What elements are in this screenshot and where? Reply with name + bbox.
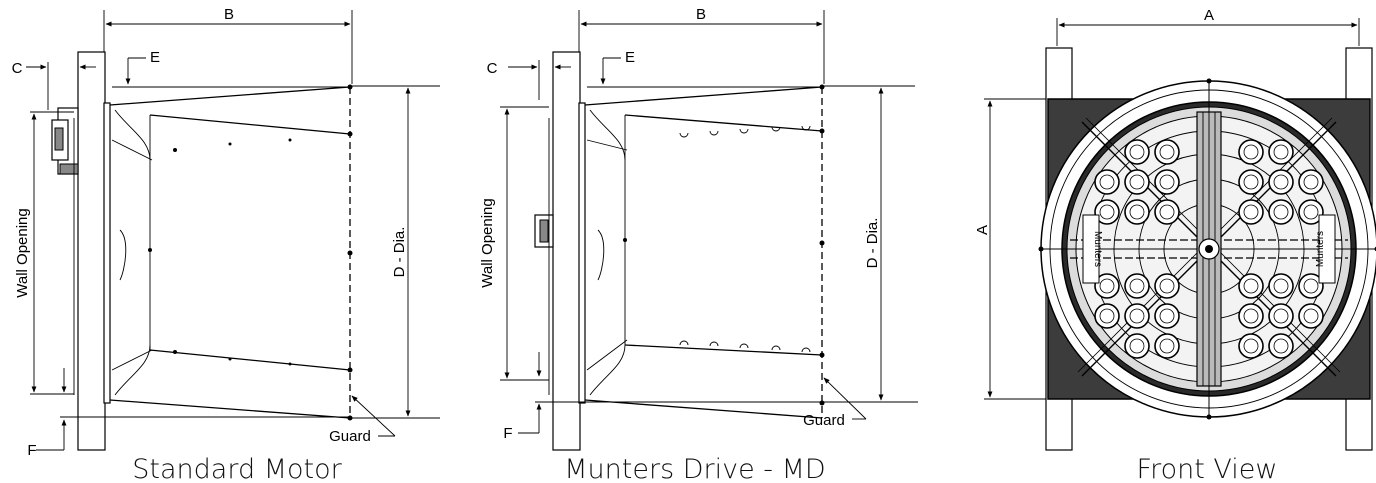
munters-logo-left: Munters (1082, 214, 1103, 284)
guard-ring-circle (1268, 139, 1294, 165)
guard-ring-inner (1129, 204, 1145, 220)
munters-logo-right: Munters (1315, 214, 1336, 284)
guard-ring-circle (1154, 303, 1180, 329)
guard-ring-inner (1273, 308, 1289, 324)
guard-ring-inner (1159, 204, 1175, 220)
guard-ring-circle (1124, 199, 1150, 225)
wall-opening-label: Wall Opening (479, 198, 496, 288)
guard-ring-inner (1273, 144, 1289, 160)
view-caption: Standard Motor (132, 454, 342, 483)
guard-ring-inner (1099, 204, 1115, 220)
guard-ring-inner (1129, 308, 1145, 324)
guard-ring-inner (1273, 204, 1289, 220)
logo-text-left: Munters (1092, 231, 1103, 267)
guard-ring-circle (1094, 303, 1120, 329)
guard-ring-circle (1154, 139, 1180, 165)
guard-ring-inner (1303, 278, 1319, 294)
guard-ring-circle (1238, 303, 1264, 329)
mounting-flange (103, 102, 111, 404)
wall-opening-label: Wall Opening (14, 208, 31, 298)
dim-f-label: F (503, 425, 512, 442)
guard-ring-circle (1154, 333, 1180, 359)
guard-ring-inner (1243, 204, 1259, 220)
guard-ring-circle (1124, 139, 1150, 165)
guard-ring-circle (1154, 169, 1180, 195)
d-dia-label: D - Dia. (391, 227, 408, 278)
dim-a-left-label: A (974, 225, 991, 235)
guard-ring-circle (1268, 273, 1294, 299)
guard-ring-circle (1154, 199, 1180, 225)
guard-label: Guard (329, 428, 371, 445)
guard-ring-inner (1243, 338, 1259, 354)
guard-ring-circle (1238, 199, 1264, 225)
guard-ring-circle (1268, 333, 1294, 359)
dim-b-label: B (696, 6, 706, 23)
guard-ring-inner (1129, 144, 1145, 160)
guard-ring-circle (1298, 273, 1324, 299)
guard-ring-circle (1094, 169, 1120, 195)
guard-ring-inner (1303, 174, 1319, 190)
cone-housing (109, 86, 351, 419)
guard-ring-inner (1159, 144, 1175, 160)
guard-ring-circle (1298, 303, 1324, 329)
dim-e-label: E (150, 49, 160, 66)
motor-box (51, 107, 79, 175)
guard-ring-circle (1124, 273, 1150, 299)
guard-ring-circle (1298, 199, 1324, 225)
guard-ring-inner (1273, 278, 1289, 294)
guard-ring-inner (1273, 174, 1289, 190)
guard-ring-inner (1303, 204, 1319, 220)
guard-ring-inner (1129, 174, 1145, 190)
guard-ring-circle (1298, 169, 1324, 195)
logo-text-right: Munters (1315, 231, 1326, 267)
guard-ring-inner (1273, 338, 1289, 354)
guard-ring-circle (1154, 273, 1180, 299)
guard-ring-inner (1129, 278, 1145, 294)
guard-ring-inner (1303, 308, 1319, 324)
guard-ring-circle (1124, 169, 1150, 195)
dim-c-label: C (487, 60, 498, 77)
guard-ring-circle (1268, 199, 1294, 225)
dim-a-top-label: A (1204, 7, 1214, 24)
dim-b-label: B (224, 6, 234, 23)
wall-section (77, 51, 106, 451)
view-caption: Front View (1137, 454, 1278, 483)
guard-ring-inner (1159, 338, 1175, 354)
dim-e-label: E (625, 49, 635, 66)
guard-ring-circle (1094, 199, 1120, 225)
guard-ring-inner (1159, 174, 1175, 190)
guard-ring-circle (1124, 303, 1150, 329)
munters-drive-view: B C E Wall Opening F D - Dia. Guard Munt… (479, 6, 918, 483)
guard-ring-inner (1243, 278, 1259, 294)
guard-ring-circle (1268, 303, 1294, 329)
dim-c-label: C (12, 60, 23, 77)
guard-ring-inner (1159, 278, 1175, 294)
guard-ring-inner (1243, 308, 1259, 324)
mounting-flange (578, 102, 586, 404)
guard-ring-circle (1124, 333, 1150, 359)
guard-ring-circle (1238, 273, 1264, 299)
guard-ring-inner (1099, 278, 1115, 294)
guard-ring-circle (1094, 273, 1120, 299)
guard-ring-inner (1099, 174, 1115, 190)
guard-ring-circle (1238, 139, 1264, 165)
standard-motor-view: B C E Wall Opening F D - Dia. Guard Stan (12, 6, 440, 483)
guard-ring-circle (1238, 333, 1264, 359)
guard-ring-inner (1243, 174, 1259, 190)
cone-housing (584, 86, 823, 419)
guard-ring-inner (1159, 308, 1175, 324)
dim-f-label: F (27, 442, 36, 459)
d-dia-label: D - Dia. (864, 218, 881, 269)
guard-label: Guard (803, 412, 845, 429)
guard-ring-circle (1268, 169, 1294, 195)
wall-section (552, 51, 581, 451)
guard-ring-inner (1129, 338, 1145, 354)
front-view: Munters Munters A A Front View (974, 7, 1376, 483)
view-caption: Munters Drive - MD (564, 454, 825, 483)
guard-ring-inner (1099, 308, 1115, 324)
guard-ring-inner (1243, 144, 1259, 160)
guard-rings (1094, 139, 1324, 359)
guard-ring-circle (1238, 169, 1264, 195)
